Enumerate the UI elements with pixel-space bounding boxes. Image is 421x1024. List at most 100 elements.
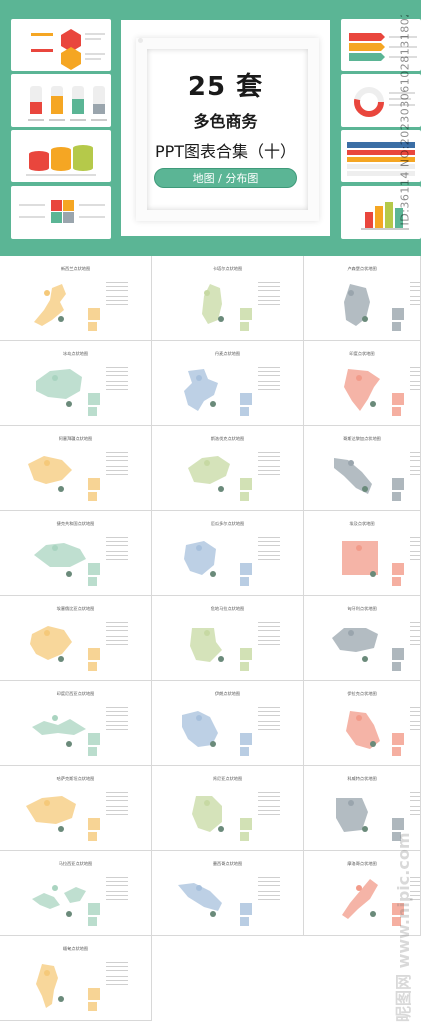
placeholder-text-line (258, 537, 280, 539)
placeholder-text-line (106, 456, 128, 458)
legend-square (240, 733, 252, 745)
legend-square (392, 917, 401, 926)
placeholder-text-line (410, 800, 420, 802)
legend-square (392, 492, 401, 501)
legend-square (88, 733, 100, 745)
placeholder-text-line (106, 290, 128, 292)
set-count: 25 套 (187, 72, 264, 102)
map-slide[interactable]: 冰岛点状地图 (0, 341, 152, 426)
map-pin (356, 715, 362, 721)
country-map-shape (344, 284, 370, 326)
map-slide[interactable]: 哈萨克斯坦点状地图 (0, 766, 152, 851)
placeholder-text-line (258, 721, 280, 723)
map-slide[interactable]: 马拉西亚点状地图 (0, 851, 152, 936)
map-pin (370, 401, 376, 407)
country-map-shape (32, 887, 86, 909)
map-pin (218, 486, 224, 492)
map-slide[interactable]: 新西兰点状地图 (0, 256, 152, 341)
slide-title: 丹麦点状地图 (214, 351, 241, 356)
map-slide[interactable]: 肯尼亚点状地图 (152, 766, 304, 851)
slide-grid: 新西兰点状地图 卡塔尔点状地图 卢森堡点状地图冰岛点状地图 丹麦点状地图 印度点状地图阿… (0, 256, 421, 1024)
placeholder-text-line (410, 290, 420, 292)
placeholder-text-line (106, 460, 128, 462)
placeholder-text-line (410, 636, 420, 638)
slide-title: 肯尼亚点状地图 (212, 776, 243, 781)
placeholder-text-line (106, 304, 128, 306)
map-slide[interactable]: 阿塞拜疆点状地图 (0, 426, 152, 511)
cover-card (121, 20, 330, 236)
map-pin (52, 715, 58, 721)
map-slide[interactable]: 哥斯达黎加点状地图 (304, 426, 421, 511)
map-slide[interactable]: 伊拉克点状地图 (304, 681, 421, 766)
map-slide[interactable]: 印度尼西亚点状地图 (0, 681, 152, 766)
placeholder-text-line (258, 814, 280, 816)
map-slide[interactable]: 危地马拉点状地图 (152, 596, 304, 681)
placeholder-text-line (410, 286, 420, 288)
placeholder-text-line (106, 636, 128, 638)
placeholder-text-line (106, 286, 128, 288)
map-slide[interactable]: 埃塞俄比亚点状地图 (0, 596, 152, 681)
placeholder-text-line (410, 630, 420, 632)
placeholder-text-line (410, 367, 420, 369)
map-slide[interactable]: 摩洛哥点状地图 (304, 851, 421, 936)
slide-title: 匈牙利点状地图 (347, 606, 377, 611)
id-watermark: ID:36114 NO:20230306102813180209 (385, 15, 421, 240)
slide-title: 埃及点状地图 (349, 521, 375, 526)
placeholder-text-line (106, 711, 128, 713)
map-slide[interactable]: 墨西哥点状地图 (152, 851, 304, 936)
map-pin (356, 375, 362, 381)
country-map-shape (30, 626, 72, 660)
map-slide[interactable]: 伊朗点状地图 (152, 681, 304, 766)
cover-frame (136, 38, 319, 221)
map-pin (66, 911, 72, 917)
placeholder-text-line (106, 885, 128, 887)
map-pin (370, 741, 376, 747)
legend-square (240, 407, 249, 416)
map-pin (52, 885, 58, 891)
map-pin (362, 486, 368, 492)
placeholder-text-line (410, 452, 420, 454)
map-pin (356, 545, 362, 551)
placeholder-text-line (258, 551, 280, 553)
map-slide[interactable]: 埃及点状地图 (304, 511, 421, 596)
legend-square (392, 407, 401, 416)
map-slide[interactable]: 卢森堡点状地图 (304, 256, 421, 341)
map-slide[interactable]: 捷克共和国点状地图 (0, 511, 152, 596)
placeholder-text-line (106, 296, 128, 298)
placeholder-text-line (106, 466, 128, 468)
map-slide[interactable]: 卡塔尔点状地图 (152, 256, 304, 341)
placeholder-text-line (106, 980, 128, 982)
slide-title: 伊拉克点状地图 (347, 691, 377, 696)
legend-square (240, 903, 252, 915)
legend-square (240, 393, 252, 405)
map-slide[interactable]: 厄瓜多尔点状地图 (152, 511, 304, 596)
map-slide[interactable]: 匈牙利点状地图 (304, 596, 421, 681)
country-map-shape (342, 541, 378, 575)
legend-square (392, 733, 404, 745)
placeholder-text-line (106, 375, 128, 377)
map-pin (210, 401, 216, 407)
legend-square (88, 818, 100, 830)
map-slide[interactable]: 丹麦点状地图 (152, 341, 304, 426)
slide-title: 卡塔尔点状地图 (212, 266, 243, 271)
placeholder-text-line (258, 460, 280, 462)
map-pin (66, 741, 72, 747)
map-pin (204, 800, 210, 806)
slide-title: 埃塞俄比亚点状地图 (56, 606, 95, 611)
placeholder-text-line (258, 456, 280, 458)
map-slide[interactable]: 印度点状地图 (304, 341, 421, 426)
legend-square (88, 492, 97, 501)
map-slide[interactable]: 缅甸点状地图 (0, 936, 152, 1021)
placeholder-text-line (410, 721, 420, 723)
map-pin (66, 401, 72, 407)
placeholder-text-line (106, 282, 128, 284)
map-slide[interactable]: 斯洛伐克点状地图 (152, 426, 304, 511)
placeholder-text-line (106, 966, 128, 968)
slide-title: 捷克共和国点状地图 (56, 521, 95, 526)
placeholder-text-line (410, 375, 420, 377)
map-pin (58, 996, 64, 1002)
map-pin (44, 630, 50, 636)
placeholder-text-line (410, 300, 420, 302)
thumbnail-infographic-people (11, 19, 111, 71)
map-pin (196, 715, 202, 721)
